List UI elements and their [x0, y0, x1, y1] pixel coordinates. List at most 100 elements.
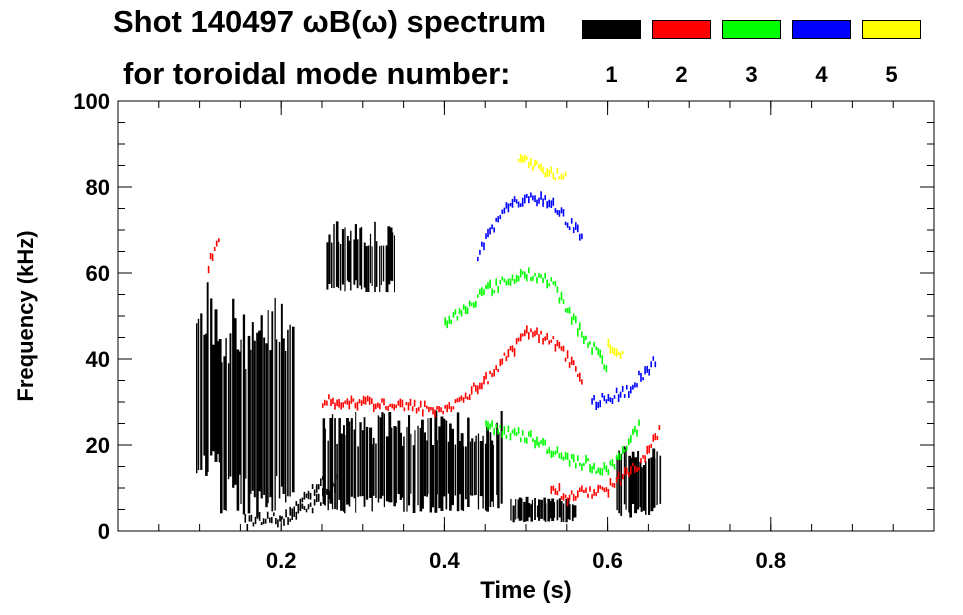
- mode-4-mark: [568, 226, 571, 231]
- mode-3-mark: [495, 423, 497, 428]
- mode-2-mark: [352, 398, 355, 402]
- mode-1-mark: [348, 240, 351, 283]
- mode-1-mark: [417, 425, 419, 506]
- mode-2-mark: [550, 485, 553, 495]
- mode-1-mark: [362, 430, 364, 497]
- mode-3-mark: [575, 316, 577, 324]
- mode-3-mark: [470, 302, 473, 306]
- mode-1-mark: [299, 505, 302, 512]
- mode-2-mark: [344, 400, 346, 404]
- mode-1-mark: [648, 458, 651, 515]
- mode-1-mark: [333, 224, 335, 289]
- mode-1-mark: [303, 506, 306, 510]
- mode-3-mark: [460, 310, 463, 317]
- mode-2-track: [550, 425, 661, 507]
- mode-1-mark: [289, 324, 291, 497]
- mode-3-mark: [619, 453, 622, 460]
- mode-1-mark: [523, 501, 526, 522]
- mode-1-mark: [421, 419, 424, 509]
- mode-2-mark: [524, 329, 526, 337]
- mode-2-mark: [603, 487, 606, 493]
- mode-2-mark: [511, 345, 514, 353]
- mode-1-mark: [429, 417, 432, 513]
- mode-2-mark: [450, 406, 453, 412]
- mode-2-mark: [326, 400, 328, 406]
- mode-2-mark: [371, 398, 373, 404]
- mode-2-track: [322, 325, 583, 418]
- mode-2-mark: [548, 340, 550, 345]
- mode-1-mark: [482, 435, 484, 509]
- mode-2-mark: [438, 406, 440, 413]
- mode-4-mark: [554, 208, 557, 213]
- x-tick-label: 0.4: [429, 548, 460, 573]
- mode-2-mark: [213, 246, 216, 251]
- mode-3-mark: [542, 277, 544, 283]
- mode-1-mark: [375, 443, 377, 498]
- mode-3-mark: [556, 446, 559, 454]
- mode-2-mark: [623, 467, 626, 476]
- x-axis-label: Time (s): [480, 577, 572, 604]
- mode-3-mark: [562, 456, 565, 461]
- mode-1-mark: [305, 493, 308, 498]
- mode-1-mark: [262, 518, 265, 525]
- mode-1-mark: [252, 522, 255, 527]
- mode-1-mark: [491, 440, 494, 502]
- mode-5-mark: [534, 159, 536, 167]
- mode-1-mark: [295, 501, 298, 506]
- mode-5-mark: [521, 155, 524, 163]
- mode-1-mark: [322, 476, 324, 480]
- mode-1-mark: [390, 427, 393, 503]
- mode-3-mark: [564, 452, 567, 460]
- mode-1-mark: [350, 230, 352, 291]
- mode-1-mark: [625, 447, 627, 510]
- mode-3-track: [485, 419, 640, 476]
- mode-1-mark: [315, 493, 318, 503]
- mode-1-mark: [278, 342, 281, 499]
- mode-2-mark: [632, 463, 634, 467]
- mode-2-mark: [517, 337, 520, 342]
- mode-2-mark: [564, 357, 567, 362]
- mode-1-mark: [353, 239, 356, 285]
- chart-subtitle: for toroidal mode number:: [123, 56, 511, 91]
- mode-2-mark: [566, 497, 569, 507]
- legend-label-mode-1: 1: [605, 62, 618, 87]
- mode-2-mark: [644, 455, 646, 463]
- mode-3-mark: [448, 315, 451, 324]
- x-tick-label: 0.2: [266, 548, 297, 573]
- mode-2-mark: [448, 402, 451, 409]
- mode-5-mark: [562, 175, 565, 180]
- mode-3-mark: [515, 274, 518, 283]
- mode-1-mark: [285, 351, 287, 503]
- mode-2-mark: [546, 333, 548, 340]
- mode-3-mark: [632, 428, 634, 436]
- y-tick-label: 60: [86, 261, 110, 286]
- mode-4-mark: [503, 207, 506, 214]
- mode-5-mark: [532, 165, 534, 171]
- mode-3-mark: [566, 452, 569, 461]
- mode-2-mark: [534, 330, 536, 337]
- mode-3-mark: [615, 455, 618, 460]
- mode-1-mark: [469, 441, 471, 496]
- mode-2-mark: [650, 443, 652, 448]
- mode-5-mark: [615, 348, 618, 358]
- mode-1-mark: [353, 429, 356, 499]
- mode-3-mark: [491, 420, 493, 428]
- mode-1-mark: [200, 313, 203, 470]
- mode-1-mark: [334, 484, 336, 493]
- mode-3-mark: [458, 308, 461, 315]
- mode-3-mark: [477, 294, 479, 298]
- mode-2-mark: [536, 327, 538, 335]
- mode-3-mark: [497, 286, 499, 294]
- mode-2-mark: [373, 403, 375, 412]
- mode-3-mark: [507, 278, 510, 285]
- mode-3-mark: [589, 464, 591, 473]
- mode-1-mark: [474, 441, 476, 496]
- mode-1-mark: [205, 333, 208, 476]
- mode-3-mark: [593, 341, 595, 347]
- mode-3-mark: [499, 424, 502, 429]
- mode-3-mark: [507, 425, 510, 433]
- mode-1-mark: [324, 494, 326, 501]
- series-mode-1: [196, 221, 662, 532]
- mode-3-mark: [517, 427, 520, 434]
- legend-swatch-mode-2: [652, 20, 711, 39]
